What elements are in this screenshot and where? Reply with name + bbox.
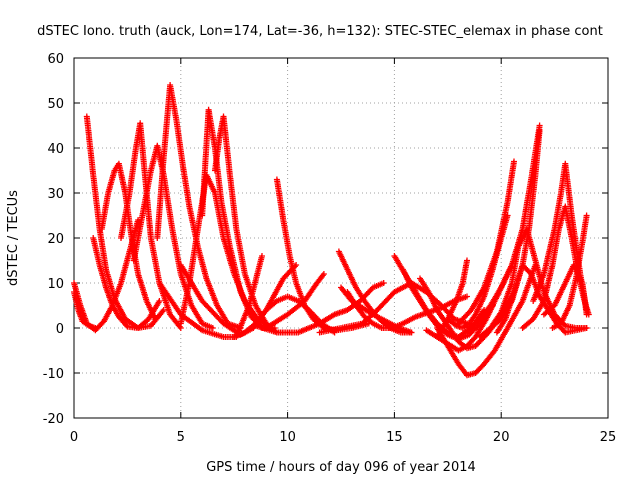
data-point [464, 257, 470, 264]
data-point [272, 299, 279, 306]
y-tick-label: 20 [47, 232, 64, 247]
y-tick-label: 0 [56, 322, 64, 337]
series-track [434, 257, 470, 340]
series-track [252, 280, 387, 336]
series-track [156, 253, 265, 340]
data-point [408, 329, 415, 336]
x-tick-label: 10 [279, 430, 296, 445]
series-track [83, 113, 167, 331]
y-tick-label: 40 [47, 142, 64, 157]
series-track [455, 158, 517, 327]
series-track [199, 106, 278, 331]
y-tick-label: -20 [43, 412, 64, 427]
data-point [511, 158, 517, 165]
series-track [71, 289, 99, 331]
x-tick-label: 20 [493, 430, 510, 445]
data-point [209, 325, 216, 331]
y-tick-label: 60 [47, 52, 64, 67]
y-tick-label: 10 [47, 277, 64, 292]
y-tick-label: 30 [47, 187, 64, 202]
series-track [263, 271, 327, 331]
series-track [212, 113, 280, 336]
data-point [135, 217, 142, 223]
data-point [320, 271, 327, 277]
x-axis-label: GPS time / hours of day 096 of year 2014 [206, 460, 476, 475]
x-tick-label: 0 [70, 430, 78, 445]
data-point [152, 316, 159, 322]
y-axis-label: dSTEC / TECUs [6, 190, 21, 286]
x-tick-label: 15 [386, 430, 403, 445]
data-point [443, 330, 450, 337]
series-track [335, 248, 415, 336]
chart-title: dSTEC Iono. truth (auck, Lon=174, Lat=-3… [37, 24, 603, 39]
x-tick-label: 25 [600, 430, 617, 445]
data-point [156, 298, 163, 304]
data-point [259, 253, 265, 259]
y-tick-label: -10 [43, 367, 64, 382]
data-point [160, 307, 167, 313]
y-tick-label: 50 [47, 97, 64, 112]
data-point [464, 293, 470, 300]
axes: 0 5 10 15 20 25 -20 -10 0 10 20 30 40 50 60 [43, 52, 617, 445]
x-tick-label: 5 [177, 430, 185, 445]
data-point [380, 280, 387, 286]
data-point [92, 325, 99, 331]
data-points [71, 82, 592, 379]
